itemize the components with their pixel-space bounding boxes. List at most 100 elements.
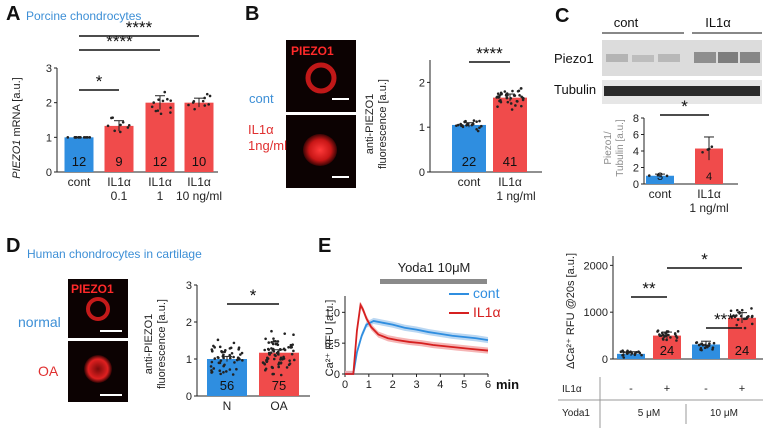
y-tick-label: 0 (46, 167, 52, 179)
data-point (275, 342, 279, 346)
data-point (511, 89, 514, 93)
data-point (228, 356, 232, 360)
d-title: Human chondrocytes in cartilage (27, 247, 202, 261)
data-point (264, 367, 268, 371)
data-point (675, 336, 679, 339)
b-cell-cont (305, 62, 337, 94)
x-tick-label: IL1α (107, 175, 131, 189)
data-point (521, 96, 525, 100)
y-tick-label: 0 (419, 167, 425, 179)
data-point (271, 348, 275, 352)
data-point (292, 349, 295, 353)
data-point (519, 87, 523, 90)
x-tick-label: OA (270, 399, 287, 413)
data-point (269, 351, 273, 354)
data-point (510, 108, 514, 111)
x-tick-label: IL1α (187, 175, 211, 189)
b-ylabel-2: fluorescence [a.u.] (377, 79, 389, 169)
data-point (228, 347, 232, 350)
n-label: 56 (220, 378, 234, 393)
bar (452, 124, 486, 172)
x-tick-label: 3 (413, 379, 419, 391)
bar (493, 97, 527, 172)
y-tick-label: 2 (46, 98, 52, 110)
data-point (166, 97, 169, 101)
data-point (210, 371, 213, 374)
y-tick-label: 2 (186, 317, 192, 329)
data-point (118, 130, 122, 134)
data-point (712, 341, 716, 345)
data-point (127, 123, 131, 127)
data-point (665, 338, 668, 342)
x-tick-label: cont (458, 175, 481, 189)
n-label: 4 (706, 171, 712, 183)
c-blot-image (602, 40, 762, 104)
data-point (213, 346, 216, 349)
data-point (750, 307, 753, 310)
data-point (192, 100, 196, 103)
c-blot-row-piezo1: Piezo1 (554, 51, 594, 66)
data-point (750, 314, 754, 318)
data-point (264, 337, 267, 341)
data-point (224, 349, 227, 352)
e2-ylabel: ΔCa²⁺ RFU @20s [a.u.] (565, 253, 577, 369)
data-point (518, 93, 521, 97)
data-point (496, 92, 500, 95)
il1a-sign: + (739, 383, 745, 395)
data-point (161, 99, 165, 103)
x-tick-label: IL1α (498, 175, 522, 189)
y-tick-label: 2 (633, 163, 639, 175)
data-point (119, 123, 122, 127)
c-blot-header-il1a: IL1α (705, 15, 731, 30)
d-ylabel-2: fluorescence [a.u.] (156, 299, 168, 389)
data-point (750, 322, 754, 326)
data-point (287, 363, 291, 367)
x-tick-label: cont (68, 175, 91, 189)
legend-label: cont (473, 285, 500, 301)
data-point (656, 329, 660, 332)
data-point (292, 358, 296, 362)
data-point (711, 346, 715, 349)
c-ylabel-1: Piezo1/ (603, 131, 614, 165)
data-point (152, 101, 156, 104)
x-axis-label: min (496, 377, 519, 392)
data-point (735, 308, 739, 312)
x-tick-label: cont (649, 187, 672, 201)
data-point (660, 334, 663, 337)
y-tick-label: 0 (186, 391, 192, 403)
y-tick-label: 6 (633, 130, 639, 142)
data-point (701, 150, 704, 154)
data-point (274, 340, 277, 343)
x-tick-label: 5 (461, 379, 467, 391)
data-point (156, 109, 160, 112)
data-point (193, 107, 196, 111)
data-point (273, 353, 277, 357)
c-band (740, 52, 760, 63)
d-ylabel-1: anti-PIEZO1 (143, 314, 155, 375)
x-tick-label: 6 (485, 379, 491, 391)
data-point (283, 332, 287, 335)
chart-d: 0 1 2 3 56 N 75 OA * (186, 280, 310, 413)
data-point (742, 317, 746, 321)
data-point (496, 105, 499, 108)
data-point (505, 96, 509, 100)
y-tick-label: 0 (633, 179, 639, 191)
il1a-sign: - (704, 383, 708, 395)
data-point (495, 96, 499, 99)
data-point (708, 342, 711, 345)
data-point (270, 347, 273, 350)
data-point (676, 330, 680, 333)
data-point (208, 94, 212, 98)
y-tick-label: 3 (186, 280, 192, 292)
bar (104, 125, 134, 172)
data-point (664, 334, 667, 338)
x-tick-sublabel: 1 ng/ml (689, 201, 728, 215)
n-label: 10 (192, 154, 206, 169)
data-point (475, 127, 478, 131)
x-tick-label: 0 (342, 379, 348, 391)
data-point (276, 340, 280, 343)
b-label-dose: 1ng/ml (248, 138, 287, 153)
data-point (219, 359, 223, 362)
